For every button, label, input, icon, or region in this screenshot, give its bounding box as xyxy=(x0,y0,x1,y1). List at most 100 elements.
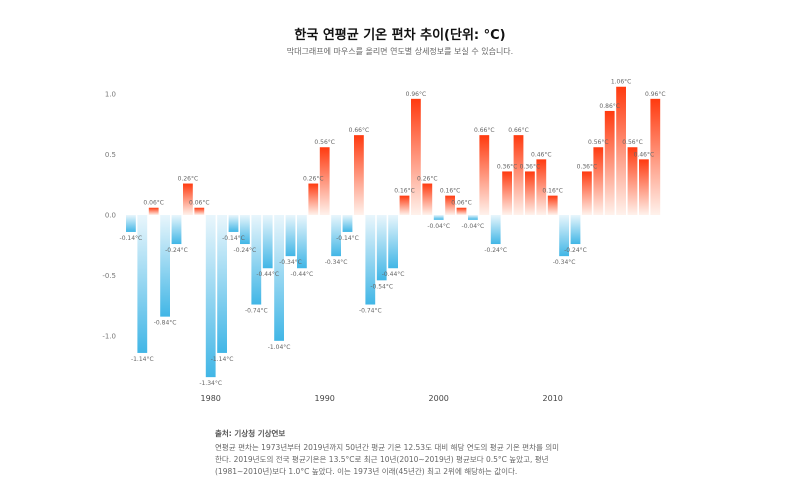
bar-1996[interactable] xyxy=(388,215,398,269)
bar-2009[interactable] xyxy=(536,159,547,215)
bar-2004[interactable] xyxy=(479,135,490,215)
y-axis: 1.0 0.5 0.0 -0.5 -1.0 xyxy=(102,91,116,341)
bar-2001[interactable] xyxy=(445,195,455,215)
bar-label-1989: 0.26°C xyxy=(303,176,324,183)
bar-label-2004: 0.66°C xyxy=(474,127,495,134)
bar-1987[interactable] xyxy=(285,215,296,257)
y-tick-label: -0.5 xyxy=(102,272,116,280)
bar-2015[interactable] xyxy=(604,110,615,215)
bar-2018[interactable] xyxy=(639,159,649,215)
bar-2016[interactable] xyxy=(616,86,626,216)
y-tick-label: 0.0 xyxy=(105,212,116,220)
bar-label-1992: -0.14°C xyxy=(336,235,359,242)
y-tick-label: 1.0 xyxy=(105,91,116,99)
bar-1976[interactable] xyxy=(160,215,170,317)
bar-label-1997: 0.16°C xyxy=(394,188,415,195)
bar-label-1974: -1.14°C xyxy=(131,356,154,363)
bar-1984[interactable] xyxy=(251,215,262,305)
bar-label-2001: 0.16°C xyxy=(440,188,461,195)
source-heading: 출처: 기상청 기상연보 xyxy=(215,429,286,438)
bar-label-2018: 0.46°C xyxy=(634,151,655,158)
bar-2006[interactable] xyxy=(502,171,512,215)
bar-label-1998: 0.96°C xyxy=(406,91,427,98)
bar-label-2008: 0.36°C xyxy=(520,163,541,170)
bar-label-1995: -0.54°C xyxy=(370,283,393,290)
bar-2011[interactable] xyxy=(559,215,569,257)
bar-label-1996: -0.44°C xyxy=(382,271,405,278)
bar-1995[interactable] xyxy=(376,215,387,281)
bar-label-2006: 0.36°C xyxy=(497,163,518,170)
source-description: 연평균 편차는 1973년부터 2019년까지 50년간 평균 기온 12.53… xyxy=(215,443,560,476)
bar-1979[interactable] xyxy=(194,207,205,215)
bar-2010[interactable] xyxy=(547,195,558,215)
bar-1977[interactable] xyxy=(171,215,182,245)
bar-label-2017: 0.56°C xyxy=(622,139,643,146)
x-axis: 1980 1990 2000 2010 xyxy=(201,394,563,403)
bar-2012[interactable] xyxy=(570,215,581,245)
bar-1973[interactable] xyxy=(126,215,136,232)
bar-2002[interactable] xyxy=(456,207,467,215)
x-tick-label: 2000 xyxy=(429,394,449,403)
bar-label-1973: -0.14°C xyxy=(120,235,143,242)
bar-label-1985: -0.44°C xyxy=(256,271,279,278)
bar-1986[interactable] xyxy=(274,215,284,341)
bar-label-2010: 0.16°C xyxy=(542,188,563,195)
source-note: 출처: 기상청 기상연보 연평균 편차는 1973년부터 2019년까지 50년… xyxy=(215,428,560,478)
bar-label-1976: -0.84°C xyxy=(154,320,177,327)
bar-2019[interactable] xyxy=(650,98,661,215)
bar-label-1984: -0.74°C xyxy=(245,308,268,315)
bar-1980[interactable] xyxy=(205,215,216,378)
bar-label-1986: -1.04°C xyxy=(268,344,291,351)
bar-1989[interactable] xyxy=(308,183,319,215)
bar-2008[interactable] xyxy=(525,171,535,215)
x-tick-label: 1990 xyxy=(315,394,335,403)
bar-1990[interactable] xyxy=(319,147,330,215)
bar-label-1993: 0.66°C xyxy=(349,127,370,134)
bar-label-1999: 0.26°C xyxy=(417,176,438,183)
chart-title: 한국 연평균 기온 편차 추이(단위: °C) xyxy=(294,28,506,43)
bar-label-1975: 0.06°C xyxy=(143,200,164,207)
bar-label-2007: 0.66°C xyxy=(508,127,529,134)
bar-1974[interactable] xyxy=(137,215,148,353)
bar-1997[interactable] xyxy=(399,195,410,215)
bar-1992[interactable] xyxy=(342,215,353,232)
bar-label-1981: -1.14°C xyxy=(211,356,234,363)
bar-2017[interactable] xyxy=(627,147,638,215)
bar-1981[interactable] xyxy=(217,215,227,353)
bar-2000[interactable] xyxy=(433,215,444,220)
bar-label-2014: 0.56°C xyxy=(588,139,609,146)
bar-label-2005: -0.24°C xyxy=(484,247,507,254)
bar-1999[interactable] xyxy=(422,183,433,215)
bar-label-1980: -1.34°C xyxy=(199,380,222,387)
bar-label-1990: 0.56°C xyxy=(314,139,335,146)
bar-1975[interactable] xyxy=(148,207,159,215)
y-tick-label: -1.0 xyxy=(102,333,116,341)
bar-2007[interactable] xyxy=(513,135,524,215)
bar-2003[interactable] xyxy=(468,215,478,220)
y-tick-label: 0.5 xyxy=(105,151,116,159)
bar-2014[interactable] xyxy=(593,147,604,215)
bar-1982[interactable] xyxy=(228,215,239,232)
bar-2013[interactable] xyxy=(582,171,592,215)
bar-series xyxy=(126,86,661,378)
x-tick-label: 1980 xyxy=(201,394,221,403)
bar-label-2011: -0.34°C xyxy=(553,259,576,266)
bar-1998[interactable] xyxy=(411,98,421,215)
bar-label-1977: -0.24°C xyxy=(165,247,188,254)
bar-1988[interactable] xyxy=(297,215,307,269)
bar-label-1994: -0.74°C xyxy=(359,308,382,315)
chart-subtitle: 막대그래프에 마우스를 올리면 연도별 상세정보를 보실 수 있습니다. xyxy=(286,47,514,56)
x-tick-label: 2010 xyxy=(543,394,563,403)
bar-label-2013: 0.36°C xyxy=(577,163,598,170)
bar-1993[interactable] xyxy=(354,135,364,215)
bar-1994[interactable] xyxy=(365,215,376,305)
bar-1991[interactable] xyxy=(331,215,341,257)
temperature-anomaly-chart: 1.0 0.5 0.0 -0.5 -1.0 -0.14°C -1.14°C 0.06°C -0… xyxy=(102,79,665,403)
bar-1985[interactable] xyxy=(262,215,273,269)
bar-label-1987: -0.34°C xyxy=(279,259,302,266)
bar-label-2012: -0.24°C xyxy=(564,247,587,254)
bar-1978[interactable] xyxy=(183,183,193,215)
bar-label-1979: 0.06°C xyxy=(189,200,210,207)
bar-1983[interactable] xyxy=(240,215,250,245)
bar-2005[interactable] xyxy=(490,215,501,245)
